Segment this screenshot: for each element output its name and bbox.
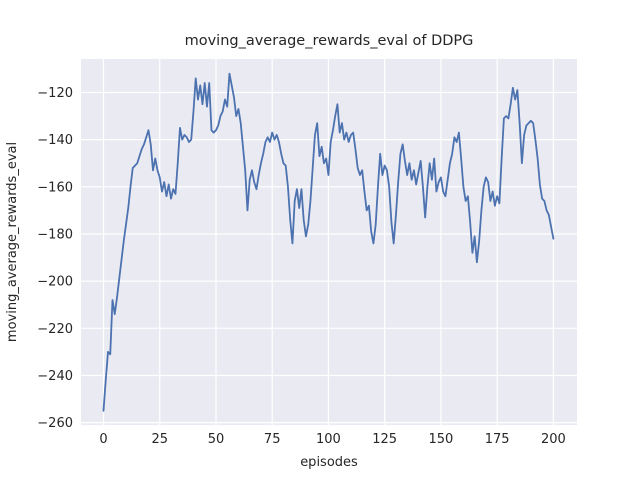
x-tick-label: 75 bbox=[264, 432, 281, 447]
x-tick-label: 200 bbox=[541, 432, 566, 447]
y-tick-label: −200 bbox=[37, 275, 73, 290]
x-tick-label: 150 bbox=[428, 432, 453, 447]
series-line bbox=[102, 72, 555, 412]
x-axis-label: episodes bbox=[300, 455, 358, 470]
x-tick-label: 0 bbox=[99, 432, 107, 447]
y-axis-label: moving_average_rewards_eval bbox=[5, 142, 20, 342]
x-tick-label: 100 bbox=[316, 432, 341, 447]
y-tick-label: −160 bbox=[37, 180, 73, 195]
y-tick-label: −120 bbox=[37, 86, 73, 101]
y-tick-label: −180 bbox=[37, 227, 73, 242]
x-tick-label: 25 bbox=[151, 432, 168, 447]
x-tick-label: 125 bbox=[372, 432, 397, 447]
y-tick-labels: −260 −240 −220 −200 −180 −160 −140 −120 bbox=[37, 86, 73, 431]
y-tick-label: −240 bbox=[37, 369, 73, 384]
chart-title: moving_average_rewards_eval of DDPG bbox=[185, 33, 474, 49]
series-lines bbox=[102, 72, 555, 412]
y-tick-label: −140 bbox=[37, 133, 73, 148]
y-tick-label: −260 bbox=[37, 416, 73, 431]
gridlines bbox=[81, 59, 577, 425]
x-tick-labels: 0 25 50 75 100 125 150 175 200 bbox=[99, 432, 565, 447]
y-tick-label: −220 bbox=[37, 322, 73, 337]
x-tick-label: 50 bbox=[208, 432, 225, 447]
x-tick-label: 175 bbox=[485, 432, 510, 447]
